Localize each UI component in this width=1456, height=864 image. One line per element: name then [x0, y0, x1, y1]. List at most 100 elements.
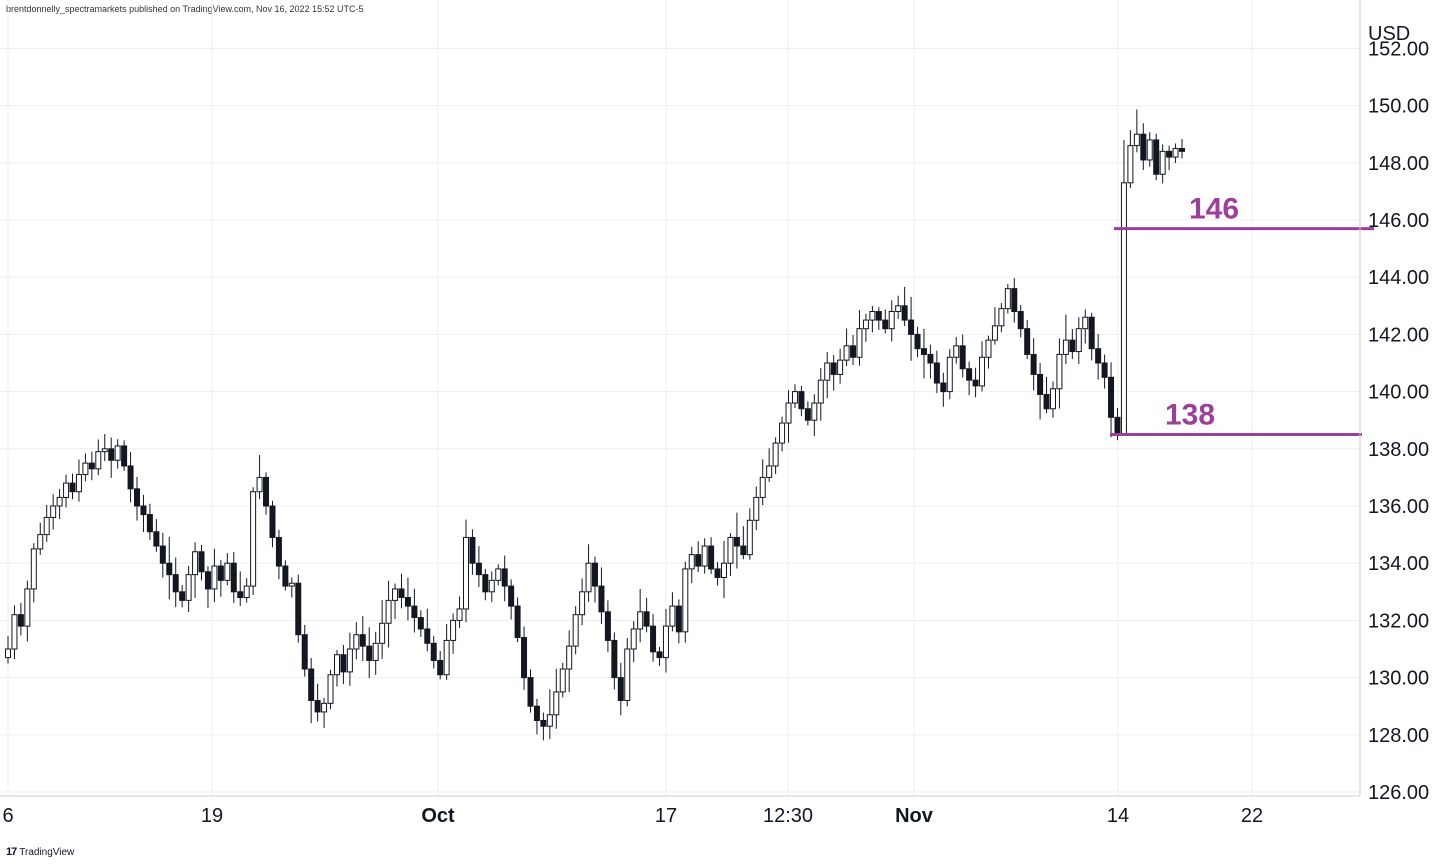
candle-body [514, 605, 521, 639]
candle-body [1075, 328, 1082, 353]
candle-body [650, 625, 657, 653]
candle-body [533, 705, 540, 722]
y-tick-label: 138.00 [1368, 439, 1429, 461]
candle-body [237, 591, 244, 599]
candle-body [675, 605, 682, 633]
candle-body [824, 362, 831, 381]
y-tick-label: 142.00 [1368, 324, 1429, 346]
candle-body [340, 654, 347, 673]
candle-body [740, 545, 747, 556]
candle-body [1004, 288, 1011, 310]
candle-body [856, 328, 863, 358]
x-tick-label: 17 [655, 805, 677, 827]
candle-body [211, 565, 218, 590]
y-axis-ticks: 152.00 150.00 148.00 146.00 144.00 142.00 140.… [1368, 38, 1429, 804]
level-label: 138 [1165, 399, 1215, 432]
candle-body [1140, 133, 1147, 161]
candle-body [224, 562, 231, 581]
candle-body [914, 333, 921, 350]
candle-body [24, 588, 31, 627]
candle-body [779, 422, 786, 444]
candle-body [1108, 376, 1115, 418]
candle-body [366, 645, 373, 661]
candle-body [482, 574, 489, 593]
candle-body [791, 391, 798, 404]
candle-body [392, 588, 399, 601]
candle-body [127, 465, 134, 490]
tradingview-footer[interactable]: 17 TradingView [6, 846, 74, 858]
candle-body [417, 617, 424, 630]
candle-body [301, 634, 308, 670]
candle-body [862, 319, 869, 330]
candle-body [617, 677, 624, 701]
candle-body [508, 585, 515, 607]
candle-body [288, 582, 295, 587]
candle-body [927, 353, 934, 364]
x-tick-label: 14 [1107, 805, 1129, 827]
candle-body [953, 345, 960, 358]
candle-body [566, 645, 573, 670]
candle-body [5, 648, 11, 659]
candle-body [669, 605, 676, 627]
candle-body [1030, 353, 1037, 375]
support-levels: 146 138 [1110, 193, 1374, 436]
candle-body [1101, 362, 1108, 378]
candle-body [134, 488, 141, 507]
x-tick-label: 19 [201, 805, 223, 827]
candle-body [759, 476, 766, 498]
candle-body [643, 611, 650, 627]
candle-body [321, 702, 328, 713]
candle-body [172, 574, 179, 593]
candle-body [972, 379, 979, 387]
x-tick-label: 22 [1241, 805, 1263, 827]
candle-body [372, 642, 379, 661]
candle-body [275, 536, 282, 567]
candle-body [295, 582, 302, 636]
y-tick-label: 136.00 [1368, 496, 1429, 518]
candle-body [121, 445, 128, 467]
candle-body [811, 402, 818, 421]
candle-body [875, 311, 882, 321]
candle-body [1056, 353, 1063, 390]
candle-body [359, 634, 366, 647]
candle-body [37, 534, 44, 550]
candle-body [437, 659, 444, 676]
candle-body [1120, 182, 1127, 435]
candle-body [1172, 148, 1179, 158]
candles [5, 109, 1185, 741]
candle-body [579, 591, 586, 616]
candle-body [882, 319, 889, 330]
candle-body [269, 505, 276, 538]
candle-body [746, 519, 753, 556]
candle-body [1153, 139, 1160, 175]
x-tick-label: 6 [2, 805, 13, 827]
candle-body [95, 451, 102, 470]
candle-body [727, 536, 734, 564]
candle-body [604, 611, 611, 641]
candle-body [495, 568, 502, 581]
candle-body [527, 677, 534, 707]
candle-body [17, 614, 24, 627]
candle-body [198, 551, 205, 573]
candle-body [1037, 373, 1044, 395]
candle-body [611, 639, 618, 679]
candle-body [572, 614, 579, 647]
candle-body [1082, 316, 1089, 330]
candle-body [701, 545, 708, 567]
candle-body [804, 408, 811, 421]
candle-body [721, 562, 728, 579]
tradingview-logo-icon: 17 [6, 846, 17, 858]
candle-body [488, 579, 495, 593]
candle-body [991, 325, 998, 341]
candle-body [82, 462, 89, 476]
y-tick-label: 126.00 [1368, 782, 1429, 804]
candle-body [333, 654, 340, 676]
candle-body [546, 714, 553, 727]
candle-body [869, 311, 876, 321]
candle-body [662, 625, 669, 659]
candle-body [1011, 288, 1018, 313]
y-tick-label: 152.00 [1368, 38, 1429, 60]
publisher-line: brentdonnelly_spectramarkets published o… [6, 4, 364, 14]
y-tick-label: 130.00 [1368, 668, 1429, 690]
